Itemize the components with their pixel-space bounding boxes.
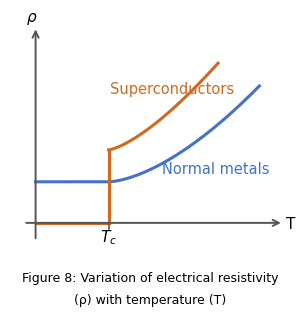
Text: $T_c$: $T_c$ — [100, 228, 117, 247]
Text: ρ: ρ — [26, 10, 36, 25]
Text: T: T — [286, 216, 296, 232]
Text: Superconductors: Superconductors — [110, 82, 234, 97]
Text: Figure 8: Variation of electrical resistivity: Figure 8: Variation of electrical resist… — [22, 272, 278, 285]
Text: (ρ) with temperature (T): (ρ) with temperature (T) — [74, 294, 226, 307]
Text: Normal metals: Normal metals — [162, 162, 269, 177]
